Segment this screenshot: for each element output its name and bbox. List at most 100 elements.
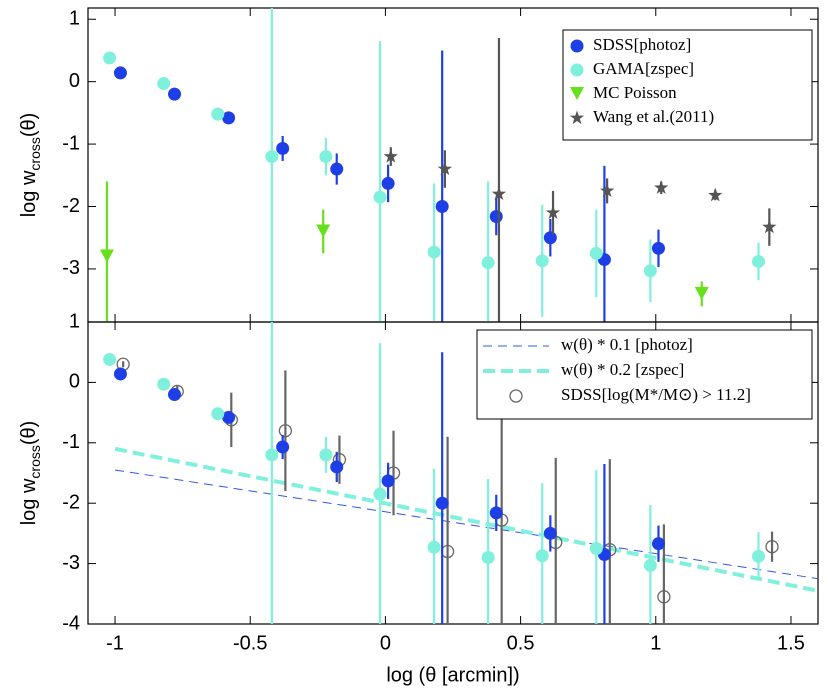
y-tick-label: -4 xyxy=(62,612,80,634)
point xyxy=(99,249,114,263)
legend-swatch xyxy=(509,389,523,403)
point xyxy=(489,210,503,224)
y-tick-label: 0 xyxy=(69,371,80,393)
y-tick-label: -1 xyxy=(62,431,80,453)
point xyxy=(491,186,507,201)
legend-box xyxy=(476,329,813,420)
point xyxy=(437,161,453,176)
point xyxy=(651,537,665,551)
point xyxy=(103,352,117,366)
point xyxy=(222,410,236,424)
point xyxy=(319,448,333,462)
point xyxy=(316,224,331,238)
x-tick-label: 1 xyxy=(650,632,661,654)
point xyxy=(276,440,290,454)
point xyxy=(535,254,549,268)
point xyxy=(435,496,449,510)
point xyxy=(765,540,779,554)
point xyxy=(543,526,557,540)
point xyxy=(168,87,182,101)
legend-label: w(θ) * 0.1 [photoz] xyxy=(561,335,693,354)
x-axis-label: log (θ [arcmin]) xyxy=(386,664,519,686)
point xyxy=(330,162,344,176)
point xyxy=(651,241,665,255)
y-axis-label-part: log w xyxy=(18,478,40,525)
fit-line xyxy=(114,469,818,580)
y-tick-label: -3 xyxy=(62,552,80,574)
y-axis-label-part: (θ) xyxy=(18,113,40,137)
x-tick-label: 0 xyxy=(380,632,391,654)
y-axis-label-part: cross xyxy=(27,445,43,478)
x-tick-label: -0.5 xyxy=(233,632,267,654)
point xyxy=(383,149,398,163)
legend-swatch xyxy=(569,110,585,125)
point xyxy=(113,66,127,80)
point xyxy=(545,205,561,219)
point xyxy=(211,407,225,421)
point xyxy=(265,150,279,164)
point xyxy=(481,551,495,565)
point xyxy=(427,245,441,259)
y-axis-label: log wcross(θ) xyxy=(18,421,42,526)
legend-label: SDSS[photoz] xyxy=(593,35,691,54)
point xyxy=(435,200,449,214)
x-tick-label: 0.5 xyxy=(507,632,535,654)
y-axis-label-part: (θ) xyxy=(18,421,40,445)
point xyxy=(168,387,182,401)
plot-area xyxy=(87,321,819,625)
y-tick-label: 0 xyxy=(69,70,80,92)
point xyxy=(489,506,503,520)
plot-content xyxy=(103,322,818,624)
point xyxy=(752,254,766,268)
point xyxy=(330,460,344,474)
legend-label: SDSS[log(M*/M⊙) > 11.2] xyxy=(561,385,751,404)
point xyxy=(694,286,709,300)
point xyxy=(381,474,395,488)
point xyxy=(643,264,657,278)
point xyxy=(481,256,495,270)
point xyxy=(211,107,225,121)
point xyxy=(103,51,117,65)
y-axis-label-part: log w xyxy=(18,170,40,217)
point xyxy=(535,549,549,563)
point xyxy=(654,180,669,194)
legend-label: GAMA[zspec] xyxy=(593,59,694,78)
legend-box xyxy=(562,29,813,141)
point xyxy=(643,558,657,572)
point xyxy=(381,176,395,190)
point xyxy=(157,77,171,91)
legend-label: MC Poisson xyxy=(593,83,677,102)
point xyxy=(373,190,387,204)
y-tick-label: -3 xyxy=(62,257,80,279)
point xyxy=(752,549,766,563)
point xyxy=(222,111,236,125)
y-axis-label: log wcross(θ) xyxy=(18,113,42,218)
point xyxy=(278,424,293,438)
point xyxy=(319,150,333,164)
y-tick-label: 1 xyxy=(69,8,80,30)
point xyxy=(373,487,387,501)
y-tick-label: -1 xyxy=(62,132,80,154)
fit-line xyxy=(114,446,818,593)
legend-swatch xyxy=(570,87,584,100)
y-tick-label: -2 xyxy=(62,195,80,217)
point xyxy=(543,231,557,245)
y-axis-label-part: cross xyxy=(27,137,43,170)
legend-label: w(θ) * 0.2 [zspec] xyxy=(561,360,684,379)
legend-label: Wang et al.(2011) xyxy=(593,107,714,126)
point xyxy=(708,187,723,202)
point xyxy=(276,141,290,155)
point xyxy=(589,542,603,555)
legend-swatch xyxy=(570,63,584,77)
point xyxy=(113,367,127,381)
point xyxy=(427,540,441,554)
y-tick-label: -2 xyxy=(62,491,80,513)
x-tick-label: 1.5 xyxy=(777,632,805,654)
point xyxy=(589,246,603,260)
x-tick-label: -1 xyxy=(106,632,124,654)
point xyxy=(599,183,615,197)
y-tick-label: 1 xyxy=(69,310,80,332)
legend-swatch xyxy=(570,39,584,53)
point xyxy=(762,219,777,234)
